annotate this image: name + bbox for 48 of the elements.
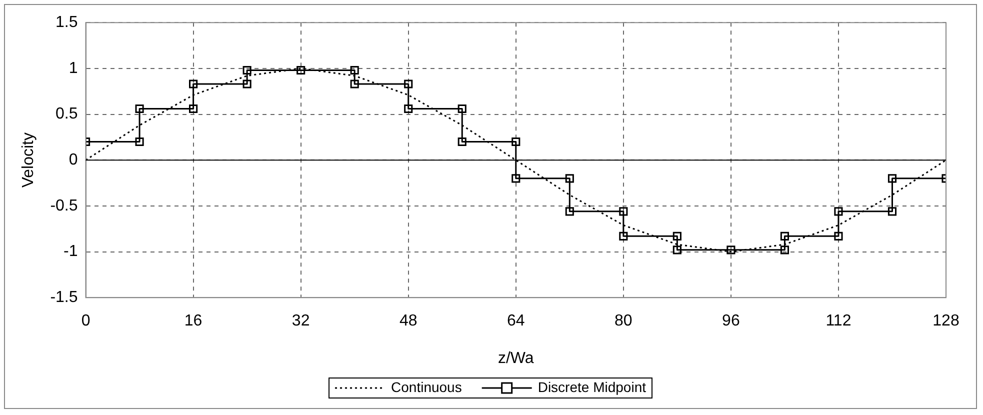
- point: [458, 137, 466, 146]
- point: [404, 104, 413, 114]
- point: [888, 174, 897, 183]
- x-tick-label: 48: [399, 312, 418, 330]
- point: [350, 80, 359, 88]
- point: [189, 80, 198, 88]
- point: [512, 174, 520, 183]
- point: [619, 207, 628, 216]
- x-tick-label: 112: [826, 312, 852, 330]
- point: [404, 80, 413, 88]
- y-tick-label: -1: [64, 243, 78, 260]
- y-tick-label: -1.5: [50, 289, 78, 306]
- y-tick-label: 0.5: [56, 106, 78, 123]
- x-tick-label: 16: [184, 312, 202, 330]
- point: [512, 137, 520, 146]
- point: [135, 137, 144, 146]
- point: [242, 80, 252, 88]
- x-tick-label: 0: [81, 312, 90, 330]
- y-axis-title: Velocity: [20, 132, 38, 188]
- y-tick-label: 0: [68, 152, 78, 169]
- point: [296, 66, 306, 75]
- point: [242, 66, 252, 75]
- point: [565, 207, 574, 216]
- x-tick-label: 80: [614, 312, 632, 330]
- point: [672, 246, 682, 254]
- x-tick-label: 128: [932, 312, 960, 330]
- point: [888, 207, 897, 216]
- x-tick-label: 32: [292, 312, 310, 330]
- point: [780, 246, 789, 254]
- x-axis-title: z/Wa: [498, 350, 534, 367]
- x-tick-label: 64: [506, 312, 525, 330]
- point: [780, 232, 789, 240]
- point: [726, 246, 736, 254]
- point: [350, 66, 359, 75]
- point: [135, 104, 144, 114]
- y-tick-label: 1.5: [56, 14, 78, 32]
- legend-label: Discrete Midpoint: [538, 378, 646, 395]
- point: [672, 232, 682, 240]
- y-tick-label: 1: [68, 60, 78, 77]
- point: [619, 232, 628, 240]
- point: [834, 207, 843, 216]
- point: [834, 232, 843, 240]
- y-tick-label: -0.5: [50, 197, 78, 214]
- point: [189, 104, 198, 114]
- x-tick-label: 96: [722, 312, 740, 330]
- point: [458, 104, 466, 114]
- legend-label: Continuous: [391, 378, 462, 395]
- point: [565, 174, 574, 183]
